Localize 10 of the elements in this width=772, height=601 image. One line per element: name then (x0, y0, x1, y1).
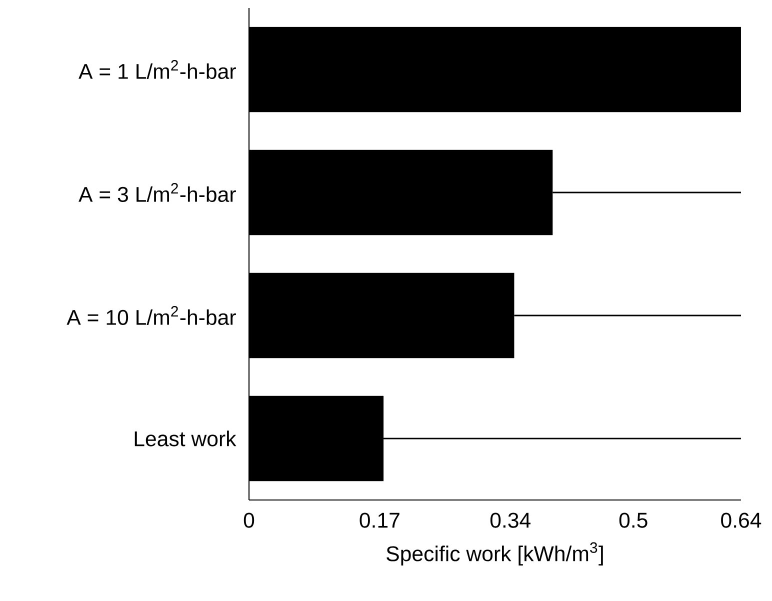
x-tick-label: 0 (244, 512, 254, 528)
y-tick-label: Least work (134, 430, 236, 446)
y-tick-label: A = 3 L/m$^{2}$-h-bar (78, 183, 236, 202)
x-tick-label: 0.34 (490, 512, 530, 528)
x-tick-label: 0.17 (360, 512, 400, 528)
x-axis-title: Specific work [kWh/m$^{3}$] (386, 542, 603, 566)
y-tick-label: A = 1 L/m$^{2}$-h-bar (78, 60, 236, 80)
x-tick-label: 0.5 (619, 512, 648, 528)
x-tick-label: 0.64 (721, 512, 762, 528)
y-tick-label: A = 10 L/m$^{2}$-h-bar (66, 306, 236, 326)
